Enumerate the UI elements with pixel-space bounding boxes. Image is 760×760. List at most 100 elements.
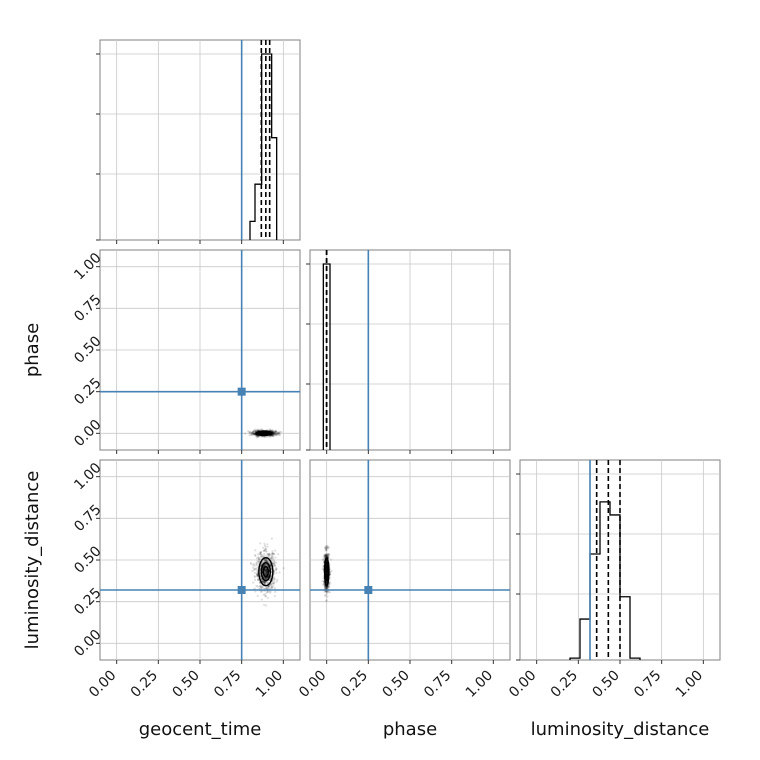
scatter-point <box>325 572 328 575</box>
scatter-point <box>269 429 272 432</box>
histogram-luminosity_distance <box>569 501 641 660</box>
scatter-point <box>264 564 267 567</box>
scatter-point <box>260 585 263 588</box>
scatter-point <box>328 583 331 586</box>
scatter-point <box>252 432 255 435</box>
scatter-point <box>267 585 271 588</box>
scatter-point <box>263 431 267 434</box>
scatter-luminosity_distance_vs_phase <box>310 460 510 660</box>
scatter-point <box>275 433 278 437</box>
scatter-point <box>256 570 259 573</box>
scatter-point <box>274 430 277 434</box>
scatter-point <box>261 586 264 589</box>
scatter-point <box>325 569 328 572</box>
scatter-point <box>264 545 267 548</box>
truth-marker <box>237 387 246 396</box>
scatter-point <box>249 431 252 434</box>
scatter-point <box>264 595 268 598</box>
scatter-point <box>263 432 266 435</box>
scatter-point <box>262 432 265 435</box>
scatter-point <box>265 570 269 573</box>
scatter-point <box>263 432 266 435</box>
scatter-point <box>267 552 270 556</box>
scatter-point <box>325 569 329 572</box>
scatter-point <box>325 571 328 574</box>
scatter-point <box>263 568 267 572</box>
scatter-point <box>262 432 266 436</box>
scatter-point <box>272 430 275 433</box>
scatter-point <box>263 580 266 583</box>
scatter-point <box>326 587 329 590</box>
scatter-point <box>270 557 273 560</box>
scatter-point <box>325 567 328 570</box>
scatter-point <box>326 595 329 598</box>
scatter-point <box>325 554 328 557</box>
contour-line <box>260 561 272 582</box>
scatter-point <box>265 571 269 574</box>
scatter-point <box>263 563 266 566</box>
scatter-point <box>253 575 257 579</box>
scatter-point <box>280 430 283 434</box>
scatter-point <box>275 432 278 435</box>
scatter-point <box>265 568 268 571</box>
scatter-point <box>272 434 275 438</box>
scatter-point <box>258 585 261 588</box>
y-axis-title-phase: phase <box>22 323 43 377</box>
scatter-point <box>327 553 330 556</box>
axes-layer: 0.00 0.25 0.50 0.75 1.00 0.00 0.25 0.50 0.75 1.00… <box>71 39 721 701</box>
scatter-point <box>325 554 328 557</box>
scatter-point <box>266 552 269 556</box>
scatter-point <box>329 571 332 574</box>
scatter-point <box>323 590 326 593</box>
scatter-point <box>270 586 274 589</box>
scatter-point <box>263 544 267 547</box>
scatter-point <box>274 430 277 433</box>
scatter-point <box>325 548 328 551</box>
scatter-point <box>261 580 265 583</box>
scatter-point <box>324 553 328 556</box>
scatter-point <box>273 562 276 565</box>
scatter-point <box>273 432 276 436</box>
scatter-point <box>325 590 328 593</box>
contour-line <box>260 430 268 437</box>
scatter-point <box>263 432 267 435</box>
scatter-point <box>323 585 327 588</box>
scatter-point <box>265 573 268 576</box>
scatter-point <box>270 586 273 589</box>
scatter-point <box>276 432 279 435</box>
scatter-point <box>263 552 266 556</box>
scatter-point <box>271 561 274 565</box>
scatter-point <box>325 573 328 576</box>
scatter-point <box>272 435 275 438</box>
scatter-point <box>262 432 265 435</box>
scatter-point <box>260 586 263 590</box>
scatter-point <box>265 570 268 573</box>
scatter-point <box>254 428 257 431</box>
scatter-point <box>263 432 266 435</box>
scatter-point <box>253 432 256 436</box>
scatter-point <box>263 432 267 435</box>
scatter-point <box>260 554 263 557</box>
scatter-point <box>326 545 329 548</box>
scatter-point <box>266 545 269 548</box>
scatter-point <box>270 585 273 588</box>
scatter-point <box>325 599 328 602</box>
scatter-point <box>273 580 276 583</box>
scatter-point <box>321 565 325 568</box>
scatter-point <box>269 556 272 560</box>
scatter-point <box>254 430 257 433</box>
scatter-point <box>265 591 268 594</box>
scatter-point <box>262 559 265 562</box>
scatter-point <box>257 556 260 559</box>
scatter-point <box>325 572 328 575</box>
scatter-point <box>265 554 268 557</box>
scatter-point <box>329 582 332 585</box>
scatter-point <box>263 573 267 576</box>
scatter-point <box>327 552 330 556</box>
scatter-point <box>262 432 266 435</box>
scatter-point <box>256 574 259 577</box>
scatter-point <box>272 431 275 434</box>
scatter-point <box>324 554 328 557</box>
scatter-point <box>264 573 267 576</box>
